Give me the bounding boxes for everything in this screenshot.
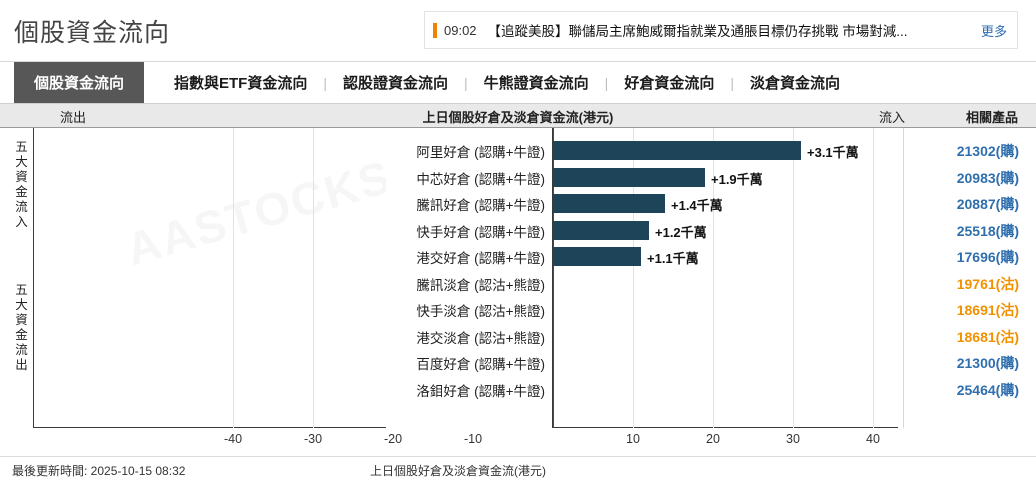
chart-row: +1.2千萬 快手好倉 (認購+牛證) (33, 217, 898, 243)
tab-item-0[interactable]: 指數與ETF資金流向 (174, 75, 308, 92)
bar-value-label: +1.9千萬 (711, 171, 763, 187)
product-link[interactable]: 25464(購) (956, 381, 1019, 398)
gridline (713, 128, 714, 428)
tab-separator: | (604, 74, 609, 91)
chart-row: +1.4千萬 騰訊好倉 (認購+牛證) (33, 190, 898, 216)
chart-bar[interactable] (553, 247, 641, 266)
series-label: 阿里好倉 (認購+牛證) (413, 141, 548, 161)
fund-flow-chart: AASTOCKS.COM 2025 五大資金流入 五大資金流出 +3.1千萬阿里… (0, 128, 1036, 428)
tab-list: 指數與ETF資金流向 | 認股證資金流向 | 牛熊證資金流向 | 好倉資金流向 | 淡倉資金流向 (144, 62, 1036, 103)
product-link[interactable]: 25518(購) (956, 222, 1019, 239)
plot-left-border (33, 128, 34, 428)
news-ticker[interactable]: 09:02 【追蹤美股】聯儲局主席鮑威爾指就業及通脹目標仍存挑戰 市場對減...… (424, 11, 1018, 49)
series-label: 港交淡倉 (認沽+熊證) (413, 326, 548, 347)
gridline (793, 128, 794, 428)
chart-bar[interactable] (553, 194, 665, 213)
column-header-inflow: 流入 (878, 110, 905, 125)
tab-separator: | (464, 74, 468, 91)
product-link[interactable]: 17696(購) (956, 249, 1019, 265)
series-label: 快手好倉 (認購+牛證) (413, 220, 548, 241)
series-label: 港交好倉 (認購+牛證) (413, 247, 548, 267)
chart-bar[interactable] (553, 167, 705, 187)
bar-value-label: +1.2千萬 (655, 224, 707, 240)
tab-separator: | (730, 74, 734, 91)
news-more-link[interactable]: 更多 (980, 23, 1007, 39)
tab-bar: 個股資金流向 指數與ETF資金流向 | 認股證資金流向 | 牛熊證資金流向 | 好倉資金流向… (0, 62, 1036, 104)
x-axis-tick: 30 (786, 432, 800, 446)
column-header-title: 上日個股好倉及淡倉資金流(港元) (422, 110, 614, 125)
chart-row: -4.1百萬快手淡倉 (認沽+熊證) (33, 296, 898, 322)
chart-row: +1.1千萬 港交好倉 (認購+牛證) (33, 243, 898, 269)
x-axis-tick: -30 (303, 432, 323, 446)
chart-row: -3.8百萬百度好倉 (認購+牛證) (33, 349, 898, 375)
x-axis-tick: 20 (706, 432, 720, 446)
tab-item-1[interactable]: 認股證資金流向 (343, 75, 449, 92)
page-header: 個股資金流向 09:02 【追蹤美股】聯儲局主席鮑威爾指就業及通脹目標仍存挑戰 … (0, 0, 1036, 62)
product-link[interactable]: 20887(購) (956, 196, 1019, 212)
x-axis: -40 -30 -20 -10 10 20 30 40 (0, 428, 1036, 456)
series-label: 快手淡倉 (認沽+熊證) (413, 300, 548, 320)
x-axis-tick: -20 (383, 432, 403, 446)
bar-value-label: +1.1千萬 (647, 251, 699, 266)
column-header-outflow: 流出 (60, 110, 87, 125)
last-updated-text: 最後更新時間: 2025-10-15 08:32 (12, 464, 186, 478)
product-link[interactable]: 19761(沽) (956, 275, 1019, 292)
page-title: 個股資金流向 (14, 18, 171, 47)
chart-row: -3.1百萬洛鉬好倉 (認購+牛證) (33, 376, 898, 402)
chart-caption: 上日個股好倉及淡倉資金流(港元) (370, 464, 546, 478)
zero-axis-line (553, 128, 554, 428)
product-link[interactable]: 21302(購) (956, 143, 1019, 159)
tab-item-4[interactable]: 淡倉資金流向 (749, 75, 840, 92)
series-label: 百度好倉 (認購+牛證) (413, 353, 548, 373)
gridline (633, 128, 634, 428)
news-time: 09:02 (444, 22, 477, 38)
side-label-outflow: 五大資金流出 (15, 283, 29, 372)
column-header-row: 流出 上日個股好倉及淡倉資金流(港元) 流入 相關產品 (0, 104, 1036, 128)
chart-row: -5.6百萬騰訊淡倉 (認沽+熊證) (33, 270, 898, 296)
tab-item-2[interactable]: 牛熊證資金流向 (483, 75, 589, 92)
bar-value-label: +3.1千萬 (807, 145, 859, 160)
product-link[interactable]: 21300(購) (956, 355, 1019, 371)
series-label: 洛鉬好倉 (認購+牛證) (413, 379, 548, 400)
news-marker-icon (433, 22, 437, 38)
product-link[interactable]: 18691(沽) (956, 302, 1019, 318)
gridline (873, 128, 874, 428)
chart-bar[interactable] (553, 141, 801, 160)
tab-item-3[interactable]: 好倉資金流向 (624, 75, 715, 92)
gridline (313, 128, 314, 428)
news-headline[interactable]: 【追蹤美股】聯儲局主席鮑威爾指就業及通脹目標仍存挑戰 市場對減... (487, 24, 908, 39)
series-label: 騰訊淡倉 (認沽+熊證) (413, 273, 548, 294)
page-footer: 最後更新時間: 2025-10-15 08:32 上日個股好倉及淡倉資金流(港元… (0, 456, 1036, 482)
side-label-inflow: 五大資金流入 (15, 140, 29, 229)
chart-row: -4.1百萬港交淡倉 (認沽+熊證) (33, 323, 898, 349)
related-products-column: 21302(購) 20983(購) 20887(購) 25518(購) 17696(購)… (903, 128, 1036, 428)
gridline (233, 128, 234, 428)
plot-area: +3.1千萬 阿里好倉 (認購+牛證) +1.9千萬 中芯好倉 (認購+牛證) +1.4… (33, 128, 898, 428)
series-label: 中芯好倉 (認購+牛證) (413, 167, 548, 188)
product-link[interactable]: 20983(購) (956, 169, 1019, 186)
x-axis-tick: -40 (223, 432, 243, 446)
column-header-products: 相關產品 (965, 110, 1018, 125)
x-axis-tick: 10 (626, 432, 640, 446)
chart-row: +3.1千萬 阿里好倉 (認購+牛證) (33, 137, 898, 163)
series-label: 騰訊好倉 (認購+牛證) (413, 194, 548, 214)
chart-bar[interactable] (553, 220, 649, 240)
x-axis-tick: 40 (866, 432, 880, 446)
product-link[interactable]: 18681(沽) (956, 328, 1019, 345)
chart-row: +1.9千萬 中芯好倉 (認購+牛證) (33, 164, 898, 190)
tab-stock-fund-flow[interactable]: 個股資金流向 (14, 62, 145, 103)
x-axis-tick: -10 (463, 432, 483, 446)
tab-separator: | (323, 74, 327, 91)
bar-value-label: +1.4千萬 (671, 198, 723, 213)
